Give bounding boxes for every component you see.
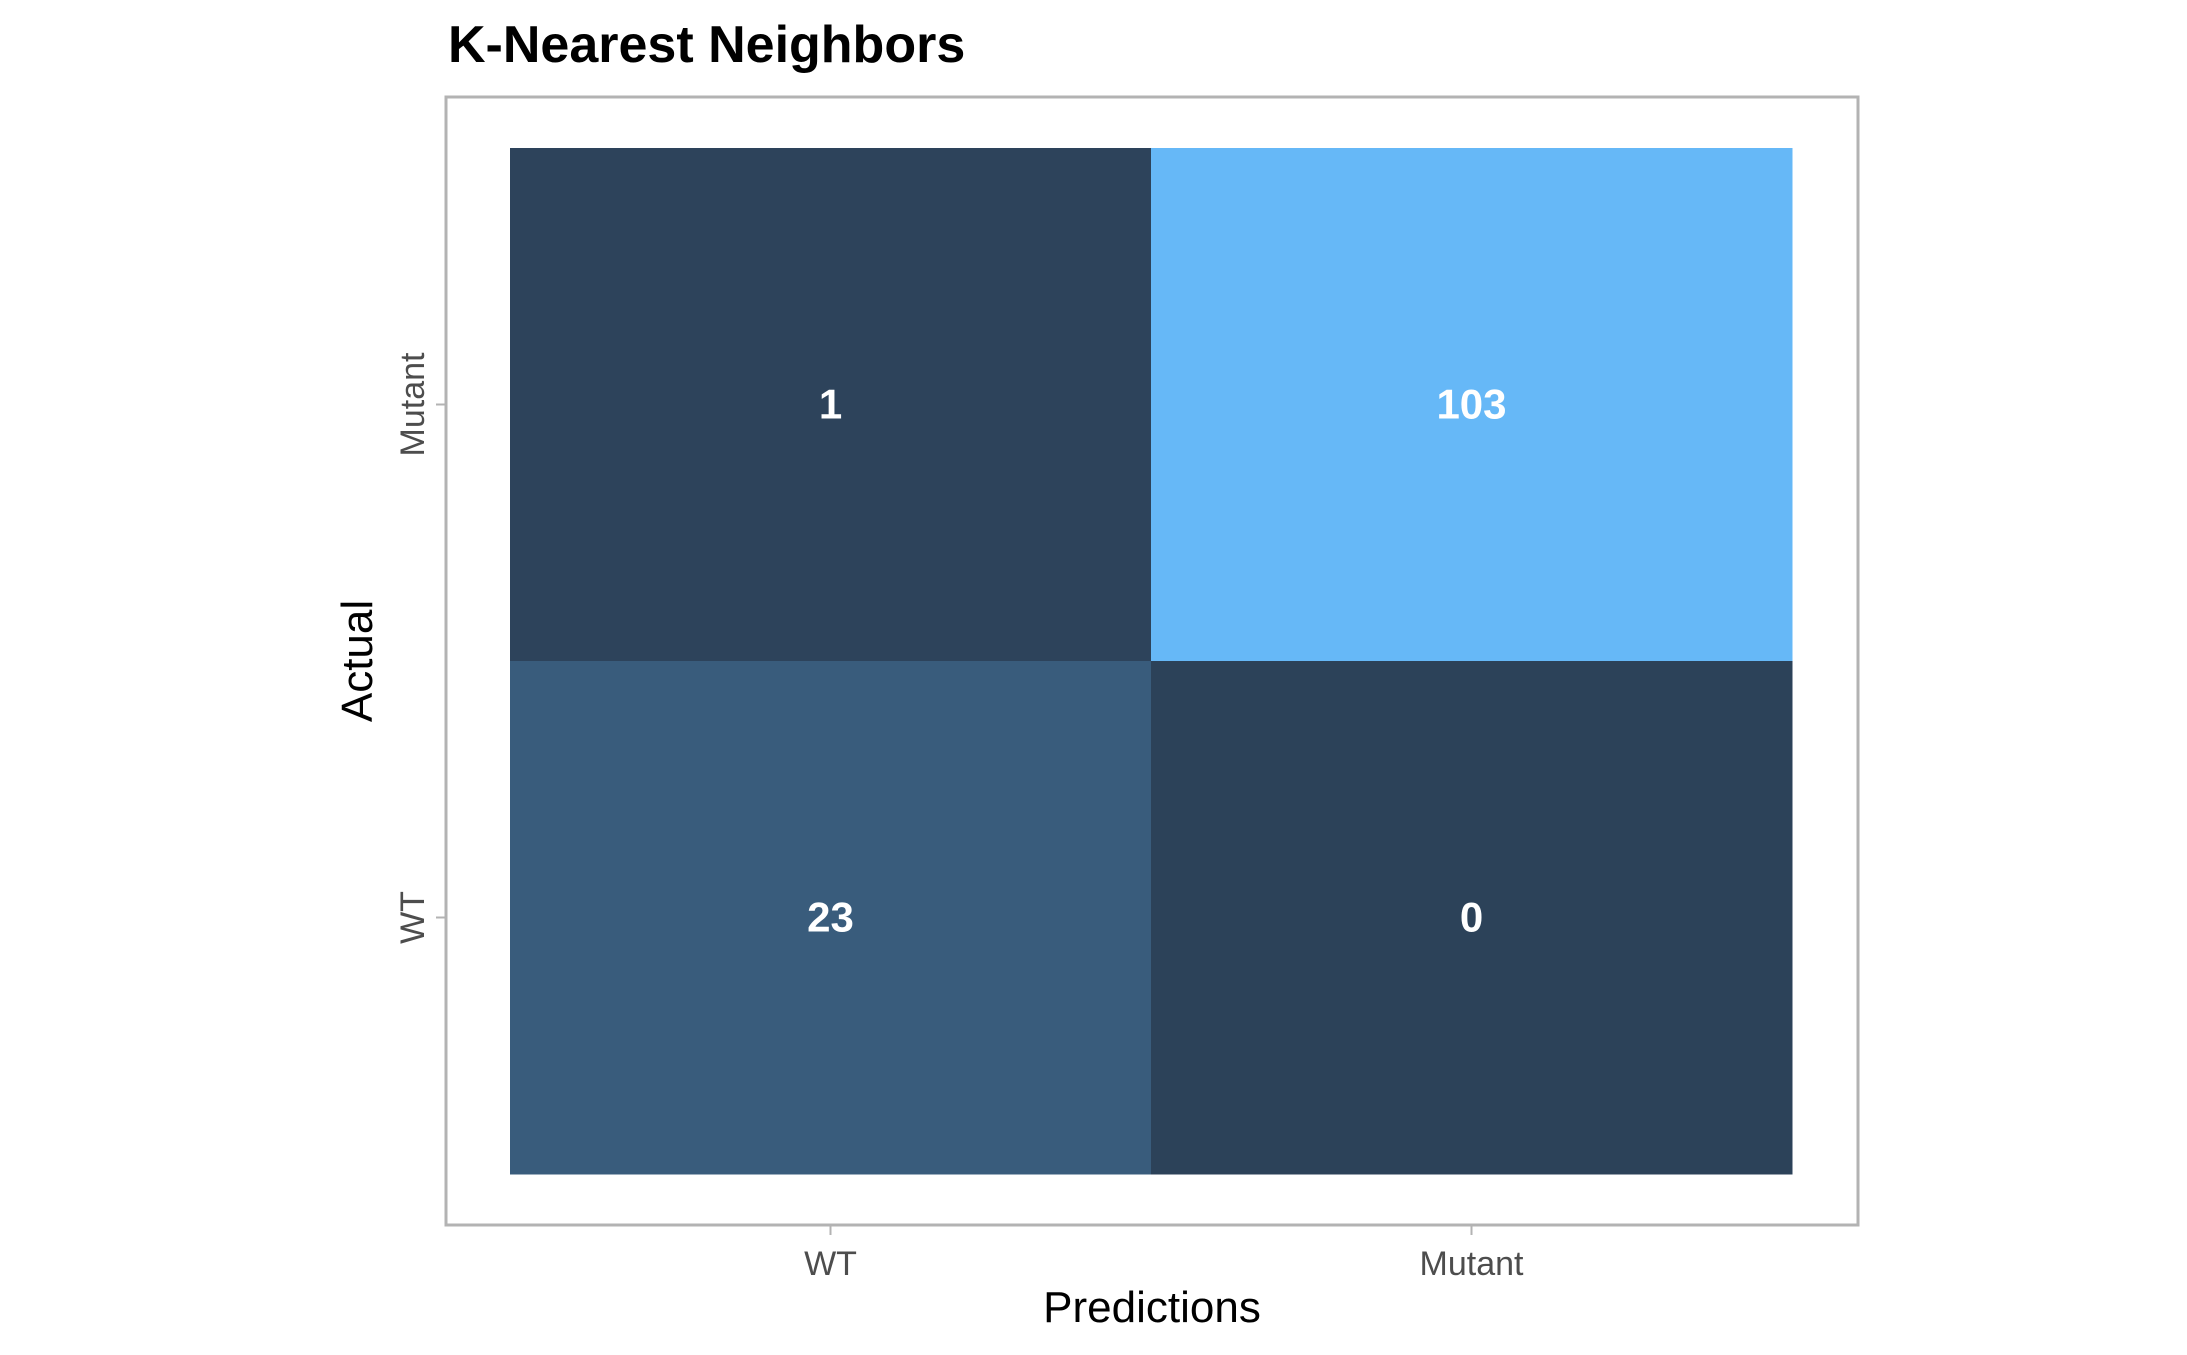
cell-value-label: 23 (807, 894, 854, 941)
cell-value-label: 1 (819, 381, 842, 428)
cell-value-label: 0 (1460, 894, 1483, 941)
heatmap-cells (510, 148, 1793, 1175)
panel-border (444, 95, 1860, 1227)
y-tick-label: WT (394, 891, 432, 944)
y-axis-title: Actual (333, 600, 382, 722)
y-tick-label: Mutant (394, 352, 432, 456)
chart-title: K-Nearest Neighbors (448, 16, 965, 74)
x-axis-title: Predictions (1043, 1283, 1261, 1332)
heatmap-cell-wt-wt (510, 661, 1152, 1175)
heatmap-cell-wt-mutant (1151, 661, 1793, 1175)
heatmap-cell-mutant-mutant (1151, 148, 1793, 662)
heatmap-cell-mutant-wt (510, 148, 1152, 662)
axis-ticks: WT Mutant WT Mutant (394, 352, 1524, 1283)
x-tick-label: WT (804, 1245, 857, 1283)
cell-value-label: 103 (1436, 381, 1506, 428)
x-tick-label: Mutant (1420, 1245, 1524, 1283)
cell-value-labels: 1 103 23 0 (807, 381, 1506, 941)
